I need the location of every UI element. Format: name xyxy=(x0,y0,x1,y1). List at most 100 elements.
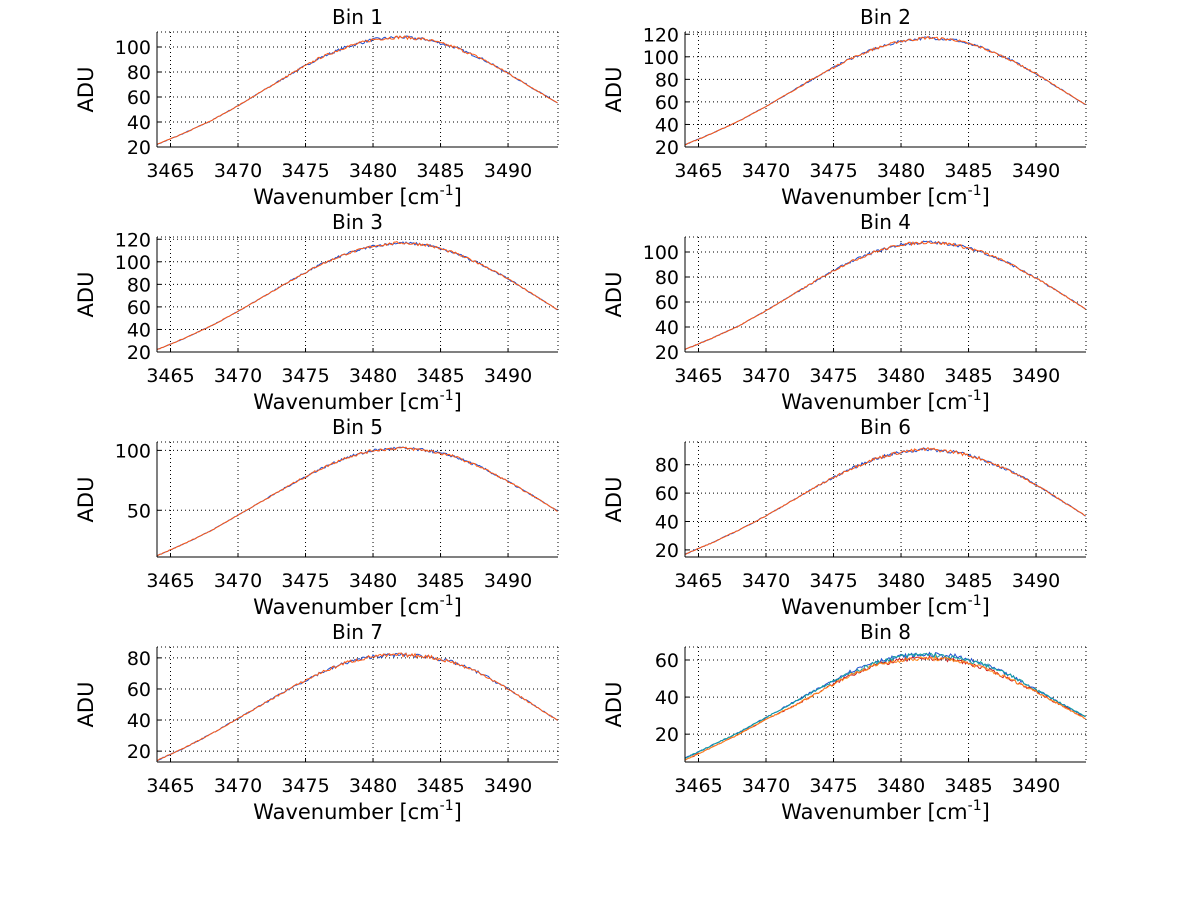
x-axis-label: Wavenumber [cm-1] xyxy=(253,388,462,414)
series-line-s2 xyxy=(156,35,558,145)
y-axis-label: ADU xyxy=(602,272,626,318)
x-axis-label-superscript: -1 xyxy=(968,593,982,609)
x-axis-label-text: Wavenumber [cm xyxy=(781,595,967,619)
y-tick-label: 80 xyxy=(127,62,151,84)
x-tick-label: 3480 xyxy=(877,160,925,182)
x-tick-label: 3485 xyxy=(944,365,992,387)
y-tick-label: 60 xyxy=(655,650,679,672)
x-axis-label-text: Wavenumber [cm xyxy=(253,390,439,414)
x-tick-label: 3475 xyxy=(809,775,857,797)
subplot-title: Bin 1 xyxy=(332,5,383,29)
y-tick-label: 60 xyxy=(655,292,679,314)
subplot-8: 3465 3470 3475 3480 3485 3490 20 40 60 Bin 8 Waven… xyxy=(602,620,1087,824)
x-tick-label: 3480 xyxy=(877,365,925,387)
x-tick-label: 3490 xyxy=(1012,775,1060,797)
x-tick-label: 3475 xyxy=(809,160,857,182)
y-tick-label: 40 xyxy=(127,319,151,341)
series-line-s2 xyxy=(156,652,558,762)
y-tick-label: 40 xyxy=(655,687,679,709)
series-line-s1 xyxy=(684,447,1086,555)
x-tick-label: 3470 xyxy=(214,365,262,387)
x-tick-label: 3490 xyxy=(484,570,532,592)
y-tick-label: 20 xyxy=(655,342,679,364)
x-tick-label: 3485 xyxy=(416,775,464,797)
x-axis-label-end: ] xyxy=(454,185,462,209)
x-axis-label-superscript: -1 xyxy=(440,183,454,199)
y-tick-label: 80 xyxy=(127,274,151,296)
y-tick-label: 20 xyxy=(127,342,151,364)
x-axis-label-end: ] xyxy=(982,595,990,619)
x-tick-label: 3465 xyxy=(674,775,722,797)
x-tick-label: 3490 xyxy=(1012,365,1060,387)
x-axis-label-end: ] xyxy=(454,595,462,619)
x-tick-label: 3465 xyxy=(674,365,722,387)
x-axis-label-text: Wavenumber [cm xyxy=(253,185,439,209)
x-axis-label-end: ] xyxy=(982,800,990,824)
series-line-s2 xyxy=(684,240,1086,351)
y-axis-label: ADU xyxy=(74,67,98,113)
y-axis-label: ADU xyxy=(602,682,626,728)
series-line-s4 xyxy=(684,655,1086,761)
x-axis-label-text: Wavenumber [cm xyxy=(781,185,967,209)
x-tick-label: 3480 xyxy=(349,775,397,797)
x-tick-label: 3470 xyxy=(742,570,790,592)
y-tick-label: 40 xyxy=(127,112,151,134)
x-axis-label-superscript: -1 xyxy=(440,798,454,814)
series-line-s2 xyxy=(684,447,1086,555)
x-tick-label: 3485 xyxy=(944,160,992,182)
x-tick-label: 3485 xyxy=(416,365,464,387)
y-axis-label: ADU xyxy=(74,682,98,728)
y-tick-label: 60 xyxy=(127,297,151,319)
x-tick-label: 3465 xyxy=(146,570,194,592)
y-axis-label: ADU xyxy=(602,477,626,523)
x-tick-label: 3465 xyxy=(674,160,722,182)
x-axis-label: Wavenumber [cm-1] xyxy=(781,183,990,209)
y-tick-label: 100 xyxy=(115,440,151,462)
x-tick-label: 3490 xyxy=(484,160,532,182)
x-axis-label-superscript: -1 xyxy=(440,593,454,609)
subplot-1: 3465 3470 3475 3480 3485 3490 20 40 60 80 100 Bin 1… xyxy=(74,5,559,209)
subplot-title: Bin 8 xyxy=(860,620,911,644)
x-tick-label: 3480 xyxy=(349,570,397,592)
y-tick-label: 80 xyxy=(127,648,151,670)
y-tick-label: 40 xyxy=(655,114,679,136)
x-tick-label: 3485 xyxy=(416,570,464,592)
x-tick-label: 3480 xyxy=(877,775,925,797)
subplot-4: 3465 3470 3475 3480 3485 3490 20 40 60 80 100 Bin 4… xyxy=(602,210,1087,414)
x-tick-label: 3480 xyxy=(349,365,397,387)
y-tick-label: 40 xyxy=(655,317,679,339)
x-tick-label: 3480 xyxy=(349,160,397,182)
y-tick-label: 60 xyxy=(655,483,679,505)
series-line-s1 xyxy=(156,446,558,557)
x-axis-label-text: Wavenumber [cm xyxy=(253,800,439,824)
x-axis-label-text: Wavenumber [cm xyxy=(781,390,967,414)
x-tick-label: 3485 xyxy=(944,775,992,797)
x-axis-label: Wavenumber [cm-1] xyxy=(253,183,462,209)
x-tick-label: 3465 xyxy=(146,160,194,182)
y-tick-label: 60 xyxy=(655,92,679,114)
y-axis-label: ADU xyxy=(74,477,98,523)
y-tick-label: 40 xyxy=(127,710,151,732)
x-tick-label: 3465 xyxy=(674,570,722,592)
series-line-s1 xyxy=(156,35,558,146)
y-tick-label: 120 xyxy=(643,24,679,46)
series-line-s2 xyxy=(684,35,1086,146)
y-tick-label: 50 xyxy=(127,500,151,522)
x-tick-label: 3485 xyxy=(416,160,464,182)
y-tick-label: 60 xyxy=(127,87,151,109)
x-tick-label: 3470 xyxy=(214,570,262,592)
x-axis-label-superscript: -1 xyxy=(968,798,982,814)
y-tick-label: 20 xyxy=(127,137,151,159)
y-tick-label: 20 xyxy=(127,741,151,763)
x-tick-label: 3470 xyxy=(214,775,262,797)
y-tick-label: 100 xyxy=(643,47,679,69)
y-axis-label: ADU xyxy=(74,272,98,318)
y-tick-label: 20 xyxy=(655,137,679,159)
x-axis-label-end: ] xyxy=(454,390,462,414)
x-tick-label: 3470 xyxy=(214,160,262,182)
y-tick-label: 80 xyxy=(655,267,679,289)
x-tick-label: 3470 xyxy=(742,365,790,387)
series-line-s3 xyxy=(684,655,1086,761)
